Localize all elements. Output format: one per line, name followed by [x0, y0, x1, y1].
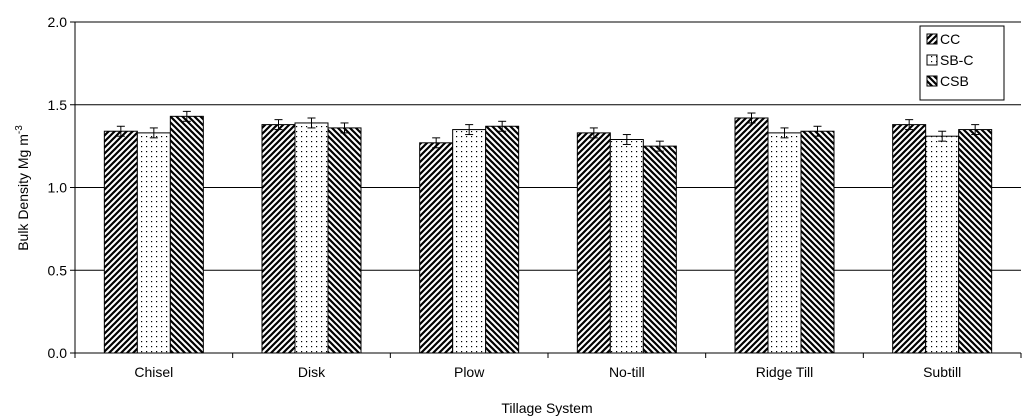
- y-axis-title-main: Bulk Density Mg m: [15, 134, 31, 251]
- y-axis-title: Bulk Density Mg m-3: [14, 125, 31, 251]
- bar-csb: [169, 115, 204, 354]
- bar-sb-c: [925, 135, 960, 354]
- legend: CC SB-C CSB: [919, 25, 1005, 101]
- bar-csb: [327, 127, 362, 354]
- y-tick-label: 1.0: [48, 180, 68, 196]
- bar-cc: [892, 124, 927, 354]
- legend-label-sb-c: SB-C: [940, 52, 973, 68]
- bars-layer: [103, 110, 993, 354]
- bar-sb-c: [136, 132, 171, 354]
- bar-cc: [419, 142, 454, 354]
- bar-csb: [485, 125, 520, 354]
- y-tick-label: 0.5: [48, 262, 68, 278]
- bar-cc: [734, 117, 769, 354]
- legend-label-cc: CC: [940, 31, 960, 47]
- bar-sb-c: [294, 122, 329, 354]
- bar-sb-c: [452, 129, 487, 354]
- bar-cc: [261, 124, 296, 354]
- bar-sb-c: [767, 132, 802, 354]
- gridlines: [75, 21, 1021, 271]
- x-tick-label: No-till: [609, 364, 645, 380]
- bar-sb-c: [609, 139, 644, 354]
- y-tick-labels: 0.0 0.5 1.0 1.5 2.0: [48, 14, 68, 361]
- x-tick-label: Subtill: [923, 364, 961, 380]
- legend-swatch-cc: [926, 33, 938, 45]
- y-axis-title-exponent: -3: [14, 125, 25, 134]
- x-tick-label: Chisel: [134, 364, 173, 380]
- bar-csb: [642, 145, 677, 354]
- x-axis-title: Tillage System: [501, 400, 592, 416]
- bar-cc: [576, 132, 611, 354]
- bar-csb: [800, 130, 835, 354]
- x-tick-label: Plow: [454, 364, 485, 380]
- axes: [70, 21, 1022, 358]
- y-tick-label: 2.0: [48, 14, 68, 30]
- legend-swatch-sb-c: [926, 54, 938, 66]
- x-tick-label: Disk: [298, 364, 326, 380]
- legend-label-csb: CSB: [940, 73, 969, 89]
- x-tick-labels: Chisel Disk Plow No-till Ridge Till Subtill: [134, 364, 961, 380]
- legend-swatch-csb: [926, 75, 938, 87]
- y-tick-label: 0.0: [48, 345, 68, 361]
- bar-cc: [103, 130, 138, 354]
- x-tick-label: Ridge Till: [756, 364, 814, 380]
- y-tick-label: 1.5: [48, 97, 68, 113]
- bar-csb: [958, 129, 993, 354]
